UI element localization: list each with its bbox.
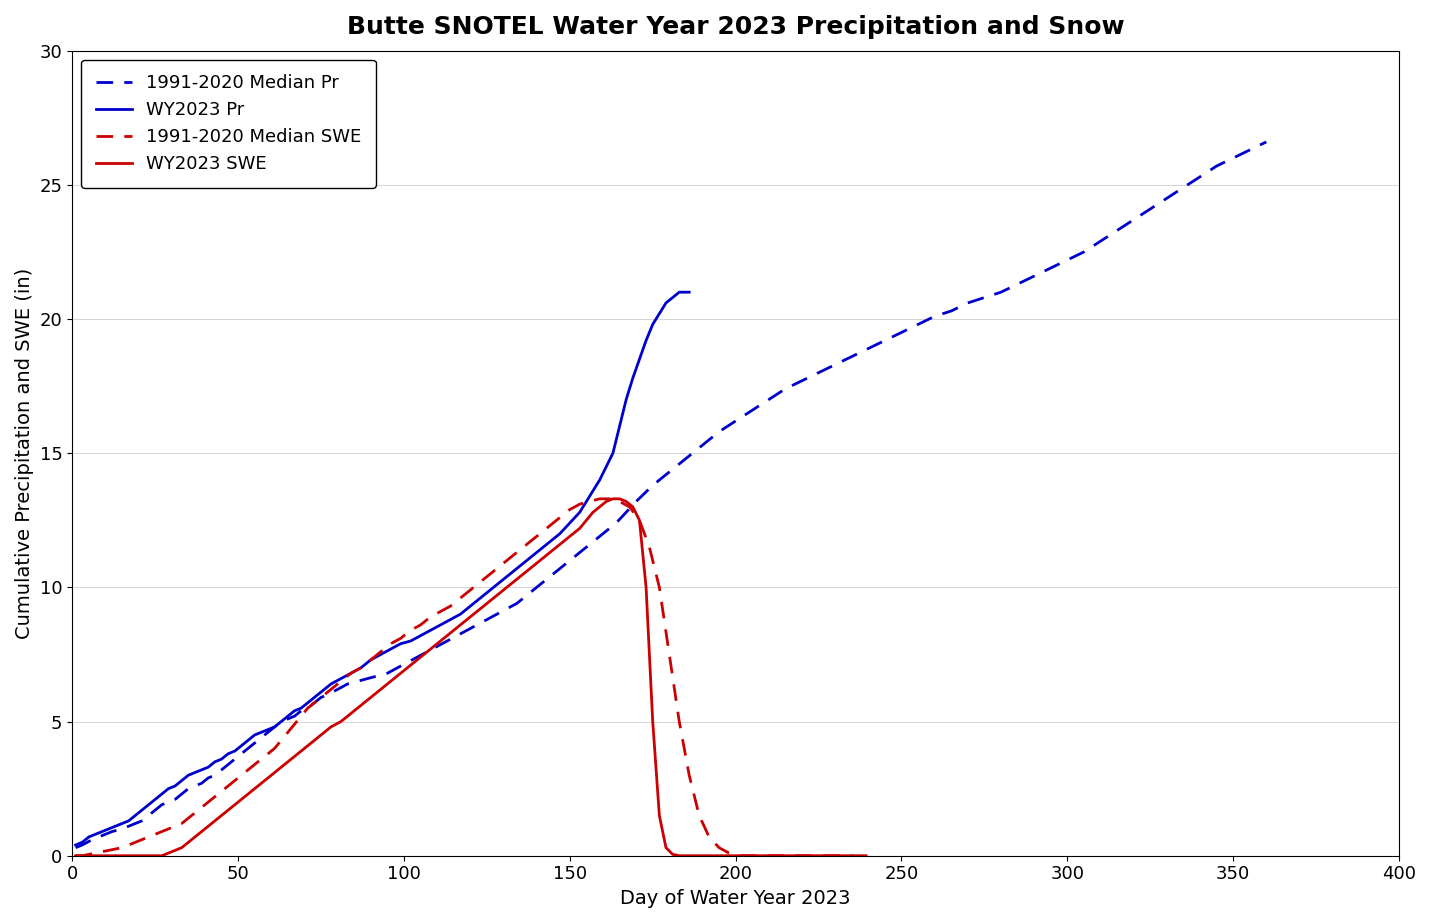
- 1991-2020 Median SWE: [817, 850, 834, 861]
- WY2023 SWE: [604, 493, 621, 504]
- WY2023 Pr: [611, 421, 628, 432]
- 1991-2020 Median Pr: [1059, 255, 1076, 266]
- WY2023 SWE: [206, 815, 223, 826]
- 1991-2020 Median Pr: [1258, 137, 1275, 148]
- Y-axis label: Cumulative Precipitation and SWE (in): Cumulative Precipitation and SWE (in): [14, 268, 34, 639]
- WY2023 SWE: [843, 850, 860, 861]
- WY2023 Pr: [67, 839, 84, 850]
- WY2023 Pr: [681, 287, 698, 298]
- Line: 1991-2020 Median Pr: 1991-2020 Median Pr: [76, 142, 1266, 847]
- WY2023 Pr: [442, 614, 459, 625]
- WY2023 SWE: [219, 805, 236, 816]
- 1991-2020 Median Pr: [1142, 203, 1159, 214]
- 1991-2020 Median Pr: [744, 404, 761, 415]
- Line: WY2023 Pr: WY2023 Pr: [76, 293, 690, 845]
- 1991-2020 Median SWE: [67, 850, 84, 861]
- Line: WY2023 SWE: WY2023 SWE: [76, 498, 851, 856]
- 1991-2020 Median Pr: [67, 842, 84, 853]
- WY2023 SWE: [67, 850, 84, 861]
- 1991-2020 Median Pr: [286, 711, 303, 722]
- 1991-2020 Median SWE: [860, 850, 877, 861]
- 1991-2020 Median SWE: [710, 842, 727, 853]
- WY2023 Pr: [382, 643, 399, 654]
- 1991-2020 Median SWE: [246, 759, 263, 770]
- WY2023 SWE: [140, 850, 157, 861]
- 1991-2020 Median SWE: [591, 493, 608, 504]
- 1991-2020 Median SWE: [561, 504, 578, 515]
- WY2023 SWE: [810, 850, 827, 861]
- 1991-2020 Median SWE: [146, 829, 163, 840]
- X-axis label: Day of Water Year 2023: Day of Water Year 2023: [621, 889, 851, 908]
- Line: 1991-2020 Median SWE: 1991-2020 Median SWE: [76, 498, 869, 856]
- Title: Butte SNOTEL Water Year 2023 Precipitation and Snow: Butte SNOTEL Water Year 2023 Precipitati…: [346, 15, 1125, 39]
- 1991-2020 Median Pr: [910, 318, 927, 330]
- WY2023 Pr: [631, 354, 648, 365]
- 1991-2020 Median Pr: [827, 359, 844, 370]
- WY2023 Pr: [531, 545, 548, 556]
- WY2023 SWE: [664, 849, 681, 860]
- 1991-2020 Median SWE: [691, 809, 708, 821]
- WY2023 Pr: [671, 287, 688, 298]
- WY2023 SWE: [827, 850, 844, 861]
- Legend: 1991-2020 Median Pr, WY2023 Pr, 1991-2020 Median SWE, WY2023 SWE: 1991-2020 Median Pr, WY2023 Pr, 1991-202…: [82, 60, 376, 187]
- WY2023 Pr: [584, 485, 601, 497]
